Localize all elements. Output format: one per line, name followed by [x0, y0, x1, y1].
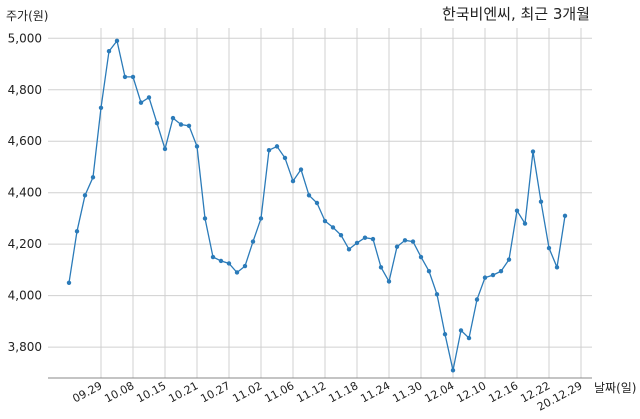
x-tick-label: 11.30 — [390, 379, 424, 405]
y-tick-label: 4,200 — [8, 237, 42, 251]
data-point — [562, 213, 568, 219]
x-tick-label: 11.06 — [262, 379, 296, 405]
x-tick-label: 11.12 — [294, 379, 328, 405]
y-tick-labels: 3,800 4,000 4,200 4,400 4,600 4,800 5,000 — [8, 31, 42, 354]
data-point — [386, 279, 392, 284]
data-point — [538, 199, 544, 204]
y-axis-label: 주가(원) — [6, 9, 48, 23]
data-point — [490, 272, 496, 278]
data-point — [290, 178, 296, 184]
x-tick-label: 09.29 — [70, 379, 104, 405]
data-point — [402, 238, 408, 243]
data-point — [266, 148, 272, 153]
data-point — [194, 144, 200, 149]
data-point — [210, 254, 216, 260]
data-point — [426, 268, 432, 274]
data-point — [138, 100, 144, 105]
y-tick-label: 4,800 — [8, 83, 42, 97]
x-tick-label: 12.16 — [486, 379, 520, 405]
data-point — [546, 245, 552, 251]
data-point — [466, 335, 472, 341]
y-tick-label: 4,600 — [8, 134, 42, 148]
x-tick-label: 10.27 — [198, 379, 232, 405]
data-point — [530, 149, 536, 154]
data-point — [370, 236, 376, 242]
data-point — [122, 74, 128, 80]
data-point — [394, 244, 400, 249]
data-point — [498, 268, 504, 274]
data-point — [554, 265, 560, 270]
data-point — [322, 218, 328, 224]
data-point — [482, 275, 488, 280]
data-point — [90, 175, 96, 180]
data-point — [202, 216, 208, 221]
data-point — [218, 258, 224, 264]
grid-lines — [48, 28, 592, 378]
data-point — [450, 368, 456, 373]
x-tick-label: 12.04 — [422, 379, 456, 405]
data-point — [410, 239, 416, 244]
data-point — [354, 240, 360, 246]
y-tick-label: 5,000 — [8, 31, 42, 45]
x-tick-label: 10.21 — [166, 379, 200, 405]
x-tick-label: 12.10 — [454, 379, 488, 405]
data-point — [338, 232, 344, 238]
data-point — [298, 167, 304, 172]
data-point — [442, 332, 448, 337]
data-point — [474, 297, 480, 302]
price-points — [66, 38, 568, 373]
x-tick-label: 10.08 — [102, 379, 136, 405]
data-point — [178, 122, 184, 127]
data-point — [418, 254, 424, 260]
y-tick-label: 4,400 — [8, 186, 42, 200]
price-line — [68, 39, 566, 371]
data-point — [250, 239, 256, 244]
data-point — [346, 247, 352, 252]
y-tick-label: 3,800 — [8, 340, 42, 354]
data-point — [506, 257, 512, 262]
x-tick-labels: 09.2910.0810.1510.2110.2711.0211.0611.12… — [70, 379, 584, 413]
data-point — [146, 95, 152, 100]
data-point — [154, 121, 160, 126]
data-point — [186, 123, 192, 128]
chart-title: 한국비엔씨, 최근 3개월 — [442, 5, 590, 23]
data-point — [234, 270, 240, 275]
data-point — [362, 235, 368, 240]
x-axis-label: 날짜(일) — [594, 381, 636, 395]
data-point — [98, 105, 104, 110]
data-point — [514, 208, 520, 213]
y-tick-label: 4,000 — [8, 289, 42, 303]
data-point — [226, 261, 232, 266]
data-point — [522, 221, 528, 226]
data-point — [378, 265, 384, 270]
x-tick-label: 10.15 — [134, 379, 168, 405]
data-point — [130, 74, 136, 80]
data-point — [170, 115, 176, 121]
x-tick-label: 11.18 — [326, 379, 360, 405]
data-point — [74, 229, 80, 234]
data-point — [66, 280, 72, 285]
data-point — [282, 155, 288, 161]
data-point — [106, 48, 112, 54]
data-point — [114, 38, 120, 44]
data-point — [330, 225, 336, 230]
data-point — [314, 200, 320, 206]
x-tick-label: 11.24 — [358, 379, 392, 405]
data-point — [458, 328, 464, 333]
data-point — [258, 216, 264, 221]
data-point — [162, 146, 168, 152]
data-point — [274, 144, 280, 149]
data-point — [306, 193, 312, 198]
data-point — [242, 263, 248, 269]
data-point — [82, 193, 88, 198]
data-point — [434, 292, 440, 297]
x-tick-label: 11.02 — [230, 379, 264, 405]
